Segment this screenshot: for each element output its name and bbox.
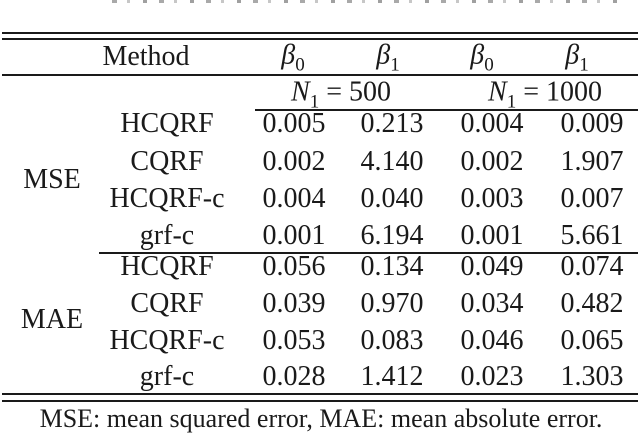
beta-symbol: β	[565, 39, 580, 71]
n-symbol: N	[291, 76, 310, 108]
value-cell: 0.004	[262, 183, 326, 214]
top-double-rule-lower	[2, 38, 638, 40]
bottom-double-rule-upper	[2, 393, 638, 395]
value-cell: 6.194	[360, 220, 424, 251]
value-cell: 0.001	[262, 220, 326, 251]
value-cell: 0.065	[560, 325, 624, 356]
value-cell: 4.140	[360, 146, 424, 177]
value-cell: 0.213	[360, 108, 424, 139]
beta-subscript: 0	[295, 54, 305, 76]
value-cell: 0.009	[560, 108, 624, 139]
method-cell: CQRF	[130, 146, 204, 177]
beta-subscript: 1	[579, 54, 589, 76]
value-cell: 0.053	[262, 325, 326, 356]
column-header-beta0-n1000: β0	[470, 39, 494, 76]
value-cell: 5.661	[560, 220, 624, 251]
group-header-n500: N1 = 500	[291, 76, 391, 113]
group-header-value: = 1000	[523, 76, 602, 108]
method-cell: CQRF	[130, 288, 204, 319]
group-label-mae: MAE	[20, 304, 84, 335]
beta-symbol: β	[376, 39, 391, 71]
value-cell: 0.003	[460, 183, 524, 214]
bottom-double-rule-lower	[2, 400, 638, 402]
beta-symbol: β	[470, 39, 485, 71]
column-header-beta0-n500: β0	[281, 39, 305, 76]
header-rule	[2, 74, 638, 76]
value-cell: 0.046	[460, 325, 524, 356]
method-cell: HCQRF	[120, 108, 214, 139]
value-cell: 0.001	[460, 220, 524, 251]
group-header-value: = 500	[326, 76, 391, 108]
value-cell: 0.970	[360, 288, 424, 319]
group-label-mse: MSE	[23, 164, 81, 195]
column-header-beta1-n500: β1	[376, 39, 400, 76]
value-cell: 0.034	[460, 288, 524, 319]
value-cell: 0.040	[360, 183, 424, 214]
value-cell: 1.907	[560, 146, 624, 177]
beta-subscript: 0	[484, 54, 494, 76]
group-header-n1000: N1 = 1000	[488, 76, 602, 113]
value-cell: 0.005	[262, 108, 326, 139]
table-footnote: MSE: mean squared error, MAE: mean absol…	[39, 404, 603, 433]
value-cell: 0.039	[262, 288, 326, 319]
value-cell: 0.028	[262, 361, 326, 392]
value-cell: 0.482	[560, 288, 624, 319]
n-subscript: 1	[506, 91, 517, 113]
cropped-caption-fragment	[112, 0, 628, 3]
value-cell: 0.074	[560, 251, 624, 282]
value-cell: 0.049	[460, 251, 524, 282]
n-symbol: N	[488, 76, 507, 108]
subheader-partial-rule	[255, 109, 638, 111]
beta-symbol: β	[281, 39, 296, 71]
value-cell: 0.002	[460, 146, 524, 177]
value-cell: 0.007	[560, 183, 624, 214]
method-cell: grf-c	[139, 361, 195, 392]
value-cell: 0.002	[262, 146, 326, 177]
value-cell: 0.056	[262, 251, 326, 282]
method-cell: HCQRF-c	[109, 183, 225, 214]
method-cell: HCQRF-c	[109, 325, 225, 356]
value-cell: 0.004	[460, 108, 524, 139]
column-header-method: Method	[102, 41, 190, 72]
column-header-beta1-n1000: β1	[565, 39, 589, 76]
value-cell: 0.023	[460, 361, 524, 392]
value-cell: 1.303	[560, 361, 624, 392]
n-subscript: 1	[309, 91, 320, 113]
value-cell: 0.083	[360, 325, 424, 356]
value-cell: 0.134	[360, 251, 424, 282]
value-cell: 1.412	[360, 361, 424, 392]
method-cell: grf-c	[139, 220, 195, 251]
method-cell: HCQRF	[120, 251, 214, 282]
beta-subscript: 1	[390, 54, 400, 76]
group-divider-rule	[99, 252, 638, 254]
top-double-rule-upper	[2, 32, 638, 34]
